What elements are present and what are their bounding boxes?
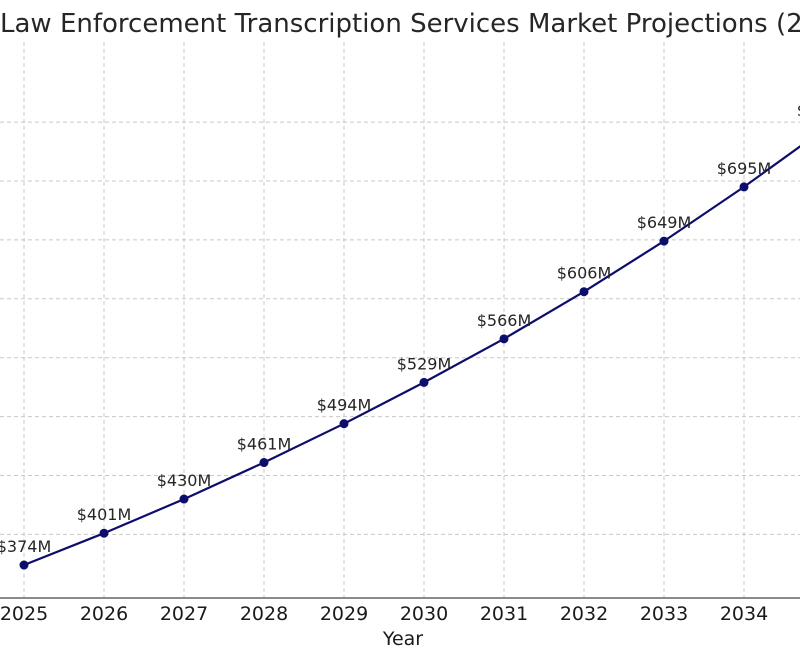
data-label-2029: $494M — [317, 396, 372, 415]
data-label-2026: $401M — [77, 505, 132, 524]
data-label-2025: $374M — [0, 537, 51, 556]
data-point-2032 — [579, 287, 589, 297]
x-tick-label-2030: 2030 — [400, 603, 448, 625]
data-points — [19, 182, 749, 570]
data-point-2031 — [499, 334, 509, 344]
data-point-2033 — [659, 236, 669, 246]
data-point-2034 — [739, 182, 749, 192]
data-point-2027 — [179, 494, 189, 504]
x-tick-label-2025: 2025 — [0, 603, 48, 625]
x-tick-labels: 2025 2026 2027 2028 2029 2030 2031 2032 2033 2034… — [0, 603, 800, 625]
data-label-2028: $461M — [237, 435, 292, 454]
chart-title: Law Enforcement Transcription Services M… — [0, 9, 800, 39]
data-label-2031: $566M — [477, 311, 532, 330]
x-tick-label-2032: 2032 — [560, 603, 608, 625]
x-tick-label-2031: 2031 — [480, 603, 528, 625]
x-tick-label-2027: 2027 — [160, 603, 208, 625]
x-tick-label-2034: 2034 — [720, 603, 768, 625]
x-tick-label-2028: 2028 — [240, 603, 288, 625]
data-point-2030 — [419, 377, 429, 387]
x-tick-label-2026: 2026 — [80, 603, 128, 625]
data-label-2032: $606M — [557, 264, 612, 283]
data-point-2026 — [99, 528, 109, 538]
data-point-2028 — [259, 458, 269, 468]
data-label-2033: $649M — [637, 213, 692, 232]
data-label-2030: $529M — [397, 354, 452, 373]
x-axis-label: Year — [382, 628, 423, 650]
data-point-2029 — [339, 419, 349, 429]
x-tick-label-2033: 2033 — [640, 603, 688, 625]
data-label-2027: $430M — [157, 471, 212, 490]
data-label-2034: $695M — [717, 159, 772, 178]
data-point-2025 — [19, 560, 29, 570]
data-label-2035: $744M — [797, 101, 800, 120]
series-line-layer — [23, 145, 800, 567]
series-line-0 — [23, 145, 800, 567]
data-labels: $374M $401M $430M $461M $494M $529M $566M $606M… — [0, 101, 800, 556]
x-tick-label-2029: 2029 — [320, 603, 368, 625]
